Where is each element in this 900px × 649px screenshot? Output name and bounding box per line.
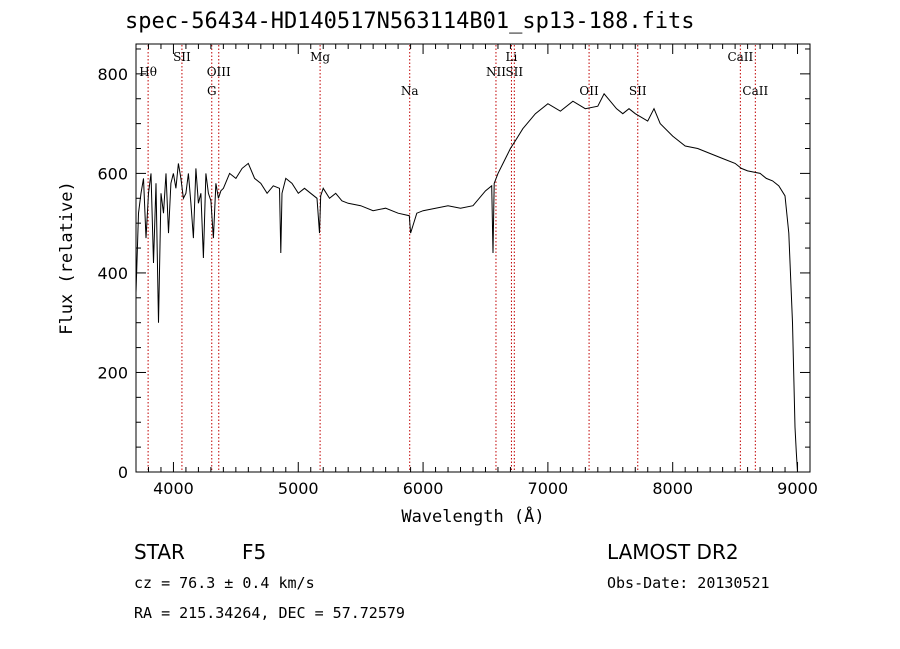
redshift-text: cz = 76.3 ± 0.4 km/s	[134, 574, 315, 592]
x-tick-label: 9000	[777, 479, 818, 498]
obs-date-text: Obs-Date: 20130521	[607, 574, 770, 592]
y-tick-label: 800	[97, 65, 128, 84]
survey-name: LAMOST DR2	[607, 540, 739, 564]
x-tick-label: 8000	[652, 479, 693, 498]
line-label: G	[207, 84, 217, 98]
radec-text: RA = 215.34264, DEC = 57.72579	[134, 604, 405, 622]
line-label: Mg	[310, 50, 330, 64]
line-label: SII	[505, 65, 523, 79]
y-tick-label: 400	[97, 264, 128, 283]
object-class: STAR	[134, 540, 185, 564]
x-tick-label: 5000	[278, 479, 319, 498]
line-label: Hθ	[139, 65, 157, 79]
line-label: CaII	[742, 84, 768, 98]
line-label: Li	[506, 50, 518, 64]
line-label: Na	[401, 84, 419, 98]
line-label: SII	[173, 50, 191, 64]
line-label: CaII	[727, 50, 753, 64]
x-axis-label: Wavelength (Å)	[401, 505, 544, 527]
y-tick-label: 600	[97, 164, 128, 183]
x-tick-label: 7000	[528, 479, 569, 498]
spectrum-line	[135, 92, 798, 473]
line-label: OIII	[207, 65, 231, 79]
line-label: NII	[486, 65, 506, 79]
x-tick-label: 6000	[403, 479, 444, 498]
plot-frame	[135, 43, 811, 473]
y-tick-label: 0	[118, 463, 128, 482]
y-tick-label: 200	[97, 363, 128, 382]
chart-title: spec-56434-HD140517N563114B01_sp13-188.f…	[125, 9, 695, 34]
line-label: SII	[629, 84, 647, 98]
line-label: OII	[579, 84, 599, 98]
y-axis-label: Flux (relative)	[57, 181, 77, 335]
x-tick-label: 4000	[153, 479, 194, 498]
object-subclass: F5	[242, 540, 267, 564]
